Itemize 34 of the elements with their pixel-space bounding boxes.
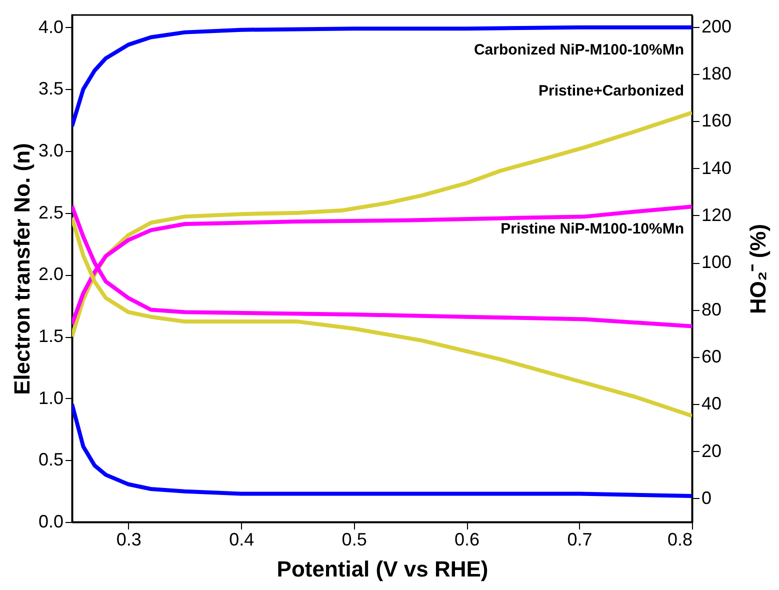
y-tick-label: 2.0 <box>38 264 64 284</box>
x-tick-label: 0.6 <box>454 530 480 550</box>
y2-tick-label: 100 <box>702 252 732 272</box>
y-tick-label: 4.0 <box>38 16 64 37</box>
y-tick-label: 2.5 <box>38 202 64 222</box>
y2-tick-label: 20 <box>702 440 722 461</box>
y2-tick-label: 80 <box>702 299 722 320</box>
y2-tick-label: 200 <box>702 16 732 36</box>
x-tick-label: 0.3 <box>116 530 142 550</box>
series-label: Carbonized NiP-M100-10%Mn <box>474 41 684 58</box>
line-series <box>72 25 692 128</box>
y2-tick-label: 180 <box>702 63 732 84</box>
y2-tick-label: 160 <box>702 110 732 131</box>
y-axis-title: Electron transfer No. (n) <box>9 143 34 395</box>
y2-tick-label: 120 <box>702 204 732 225</box>
y2-tick-label: 40 <box>702 394 722 414</box>
y-tick-label: 1.5 <box>38 326 64 346</box>
y-tick-label: 3.5 <box>38 78 64 99</box>
x-tick-label: 0.7 <box>567 530 592 550</box>
y2-tick-label: 0 <box>702 488 712 508</box>
y2-tick-label: 140 <box>702 158 732 178</box>
y-tick-label: 1.0 <box>38 388 64 408</box>
x-tick-label: 0.4 <box>229 530 254 550</box>
y-tick-label: 0.5 <box>38 450 64 470</box>
line-series <box>72 402 692 498</box>
x-tick-label: 0.5 <box>342 530 367 550</box>
y-tick-label: 0.0 <box>38 512 64 532</box>
series-label: Pristine+Carbonized <box>538 82 684 100</box>
x-tick-label: 0.8 <box>667 530 692 550</box>
x-axis-title: Potential (V vs RHE) <box>276 556 488 582</box>
y-tick-label: 3.0 <box>38 140 64 161</box>
y2-tick-label: 60 <box>702 346 722 366</box>
y2-axis-title: HO₂⁻ (%) <box>746 224 770 314</box>
series-label: Pristine NiP-M100-10%Mn <box>500 220 684 238</box>
